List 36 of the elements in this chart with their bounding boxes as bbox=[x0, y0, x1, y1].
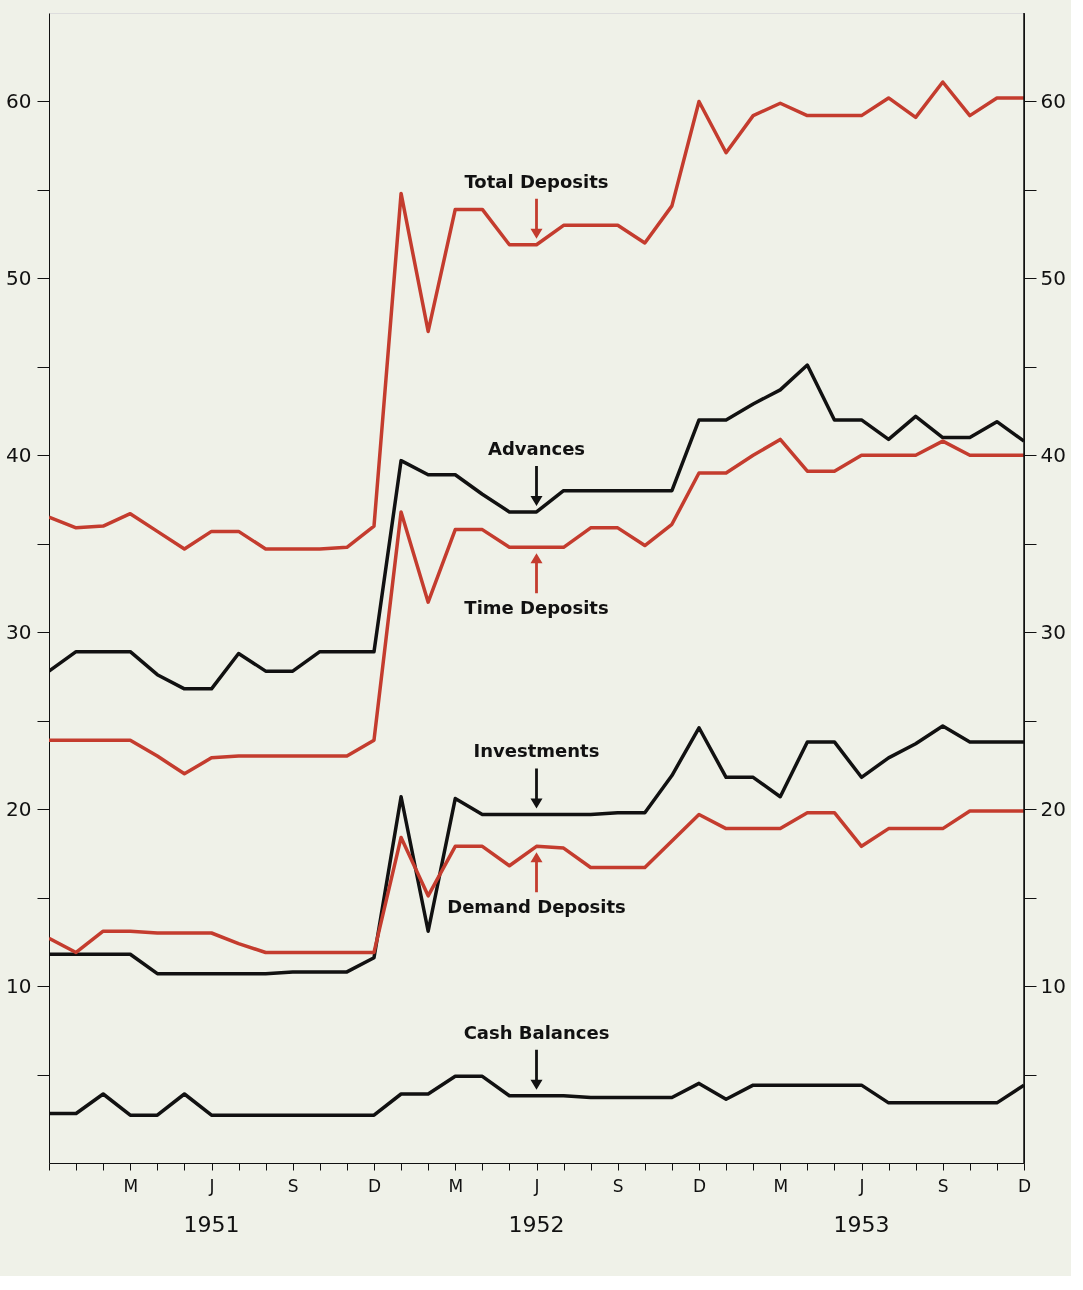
legend-label: Demand Deposits bbox=[447, 896, 626, 918]
series-label: Advances bbox=[487, 437, 586, 459]
x-tick-label: M bbox=[773, 1175, 789, 1196]
y2-tick-label: 60 bbox=[1040, 88, 1066, 113]
x-tick-label: J bbox=[208, 1175, 215, 1196]
y2-tick-label: 40 bbox=[1040, 442, 1066, 467]
y-tick-label: 30 bbox=[6, 619, 32, 644]
line-series bbox=[49, 437, 1024, 776]
x-tick-label: J bbox=[858, 1175, 865, 1196]
y-tick-label: 20 bbox=[6, 796, 32, 821]
x-tick-label: M bbox=[448, 1175, 464, 1196]
x-tick-label: D bbox=[1017, 1175, 1032, 1196]
y2-tick-label: 20 bbox=[1040, 796, 1066, 821]
y-tick-label: 60 bbox=[6, 88, 32, 113]
y-tick-label: 50 bbox=[6, 265, 32, 290]
x-tick-label: S bbox=[287, 1175, 299, 1196]
legend-label: Time Deposits bbox=[464, 597, 609, 619]
y-tick-label: 10 bbox=[6, 973, 32, 998]
text: 1951 bbox=[183, 1212, 240, 1237]
y2-tick-label: 50 bbox=[1040, 265, 1066, 290]
x-tick-label: D bbox=[692, 1175, 707, 1196]
text: 1952 bbox=[508, 1212, 565, 1237]
series-label: Cash Balances bbox=[463, 1021, 610, 1043]
text: 1953 bbox=[833, 1212, 890, 1237]
x-tick-label: J bbox=[533, 1175, 540, 1196]
line-series bbox=[49, 80, 1024, 551]
x-tick-label: D bbox=[367, 1175, 382, 1196]
y2-tick-label: 30 bbox=[1040, 619, 1066, 644]
y-tick-label: 40 bbox=[6, 442, 32, 467]
series-label: Total Deposits bbox=[464, 170, 609, 192]
x-tick-label: S bbox=[612, 1175, 624, 1196]
y2-tick-label: 10 bbox=[1040, 973, 1066, 998]
text: Investments bbox=[473, 740, 600, 762]
line-series bbox=[49, 809, 1024, 955]
x-tick-label: M bbox=[123, 1175, 139, 1196]
x-tick-label: S bbox=[937, 1175, 949, 1196]
